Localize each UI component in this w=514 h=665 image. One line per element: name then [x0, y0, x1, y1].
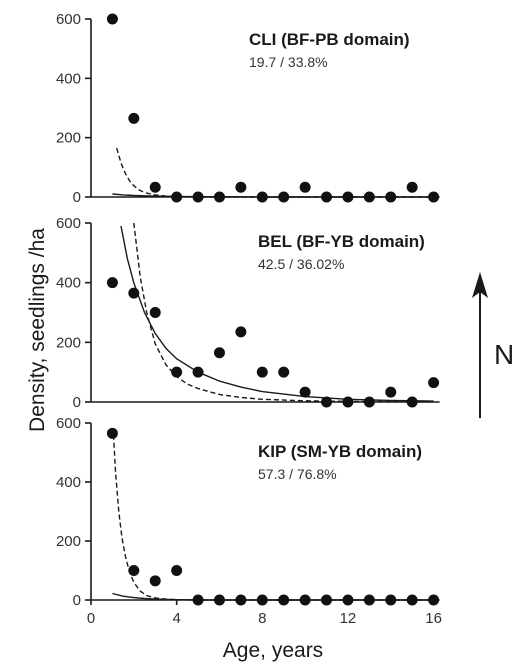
panel-title: BEL (BF-YB domain) — [258, 232, 425, 251]
y-tick-label: 200 — [56, 334, 81, 351]
data-point — [149, 181, 161, 193]
data-point — [299, 181, 311, 193]
data-point — [256, 366, 268, 378]
y-tick-label: 0 — [73, 592, 81, 609]
panel-3: 0 200 400 600 0 4 8 12 16 KIP (SM-YB domain) 57.3 … — [56, 415, 442, 627]
panel-title: CLI (BF-PB domain) — [249, 30, 410, 49]
data-point — [278, 366, 290, 378]
data-point — [278, 594, 290, 606]
y-axis-title: Density, seedlings /ha — [26, 228, 49, 432]
data-point — [213, 191, 225, 203]
data-point — [363, 191, 375, 203]
x-tick-label: 8 — [258, 610, 266, 627]
y-tick-label: 0 — [73, 394, 81, 411]
panel-stats: 42.5 / 36.02% — [258, 256, 344, 272]
panel-stats: 19.7 / 33.8% — [249, 54, 328, 70]
data-point — [299, 594, 311, 606]
data-point — [385, 386, 397, 398]
data-point — [128, 112, 140, 124]
data-point — [256, 594, 268, 606]
y-tick-label: 600 — [56, 415, 81, 432]
data-point — [171, 366, 183, 378]
data-point — [256, 191, 268, 203]
data-point — [213, 347, 225, 359]
data-point — [128, 565, 140, 576]
data-point — [213, 594, 225, 606]
y-tick-label: 600 — [56, 11, 81, 28]
data-point — [321, 396, 333, 408]
data-point — [192, 191, 204, 203]
data-point — [342, 191, 354, 203]
data-point — [171, 565, 183, 576]
fit-curve-solid — [120, 225, 434, 402]
y-tick-label: 600 — [56, 215, 81, 232]
data-point — [299, 386, 311, 398]
data-point — [342, 396, 354, 408]
x-tick-label: 4 — [172, 610, 180, 627]
data-point — [363, 594, 375, 606]
data-point — [385, 191, 397, 203]
data-point — [428, 377, 440, 389]
data-point — [106, 13, 118, 25]
data-point — [321, 191, 333, 203]
data-point — [106, 277, 118, 289]
fit-curve-dashed — [133, 222, 434, 403]
y-tick-label: 0 — [73, 189, 81, 206]
data-point — [171, 191, 183, 203]
x-axis-title: Age, years — [223, 639, 323, 662]
data-point — [192, 366, 204, 378]
data-point — [406, 396, 418, 408]
data-point — [342, 594, 354, 606]
panel-title: KIP (SM-YB domain) — [258, 442, 422, 461]
data-point — [149, 307, 161, 318]
data-point — [235, 594, 247, 606]
panel-stats: 57.3 / 76.8% — [258, 466, 337, 482]
x-tick-label: 16 — [425, 610, 442, 627]
x-tick-label: 0 — [87, 610, 95, 627]
data-point — [406, 181, 418, 193]
data-point — [192, 594, 204, 606]
data-point — [149, 575, 161, 587]
panel-2: 0 200 400 600 BEL (BF-YB domain) 42.5 / 36.02… — [56, 215, 440, 411]
north-arrow-head — [472, 272, 488, 298]
data-point — [278, 191, 290, 203]
fit-curve-dashed — [112, 434, 434, 601]
data-point — [321, 594, 333, 606]
data-point — [428, 594, 440, 606]
north-label: N — [494, 339, 514, 370]
y-tick-label: 200 — [56, 533, 81, 550]
y-tick-label: 400 — [56, 275, 81, 292]
data-point — [428, 191, 440, 203]
y-tick-label: 400 — [56, 474, 81, 491]
y-tick-label: 200 — [56, 130, 81, 147]
y-tick-label: 400 — [56, 70, 81, 87]
data-point — [363, 396, 375, 408]
data-point — [406, 594, 418, 606]
fit-curve-dashed — [116, 147, 434, 198]
data-point — [385, 594, 397, 606]
x-tick-label: 12 — [340, 610, 357, 627]
data-point — [128, 287, 140, 299]
panel-1: 0 200 400 600 CLI (BF-PB domain) 19.7 / 33.8% — [56, 11, 440, 206]
data-point — [235, 326, 247, 338]
data-point — [235, 181, 247, 193]
data-point — [106, 427, 118, 439]
north-arrow: N — [472, 272, 514, 418]
